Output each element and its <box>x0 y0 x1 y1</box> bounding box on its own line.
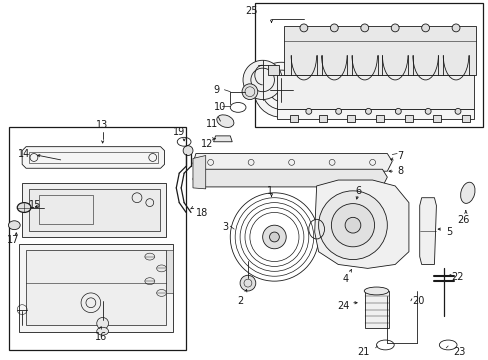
Bar <box>289 115 297 122</box>
Polygon shape <box>19 244 173 332</box>
Circle shape <box>183 146 193 156</box>
Text: 21: 21 <box>357 347 369 357</box>
Circle shape <box>395 108 401 114</box>
Circle shape <box>335 108 341 114</box>
Text: 5: 5 <box>446 227 451 237</box>
Circle shape <box>97 318 108 329</box>
Text: 16: 16 <box>95 332 107 342</box>
Text: 2: 2 <box>237 296 243 306</box>
Ellipse shape <box>156 289 166 296</box>
Polygon shape <box>213 136 232 142</box>
Circle shape <box>243 60 282 100</box>
Polygon shape <box>267 65 279 75</box>
Text: 20: 20 <box>411 296 424 306</box>
Circle shape <box>318 191 386 260</box>
Circle shape <box>253 62 308 117</box>
Polygon shape <box>284 26 475 75</box>
Text: 25: 25 <box>245 6 257 16</box>
Ellipse shape <box>97 327 108 335</box>
Polygon shape <box>277 109 473 119</box>
Polygon shape <box>26 250 166 325</box>
Polygon shape <box>29 189 159 231</box>
Circle shape <box>240 275 255 291</box>
Text: 8: 8 <box>396 166 403 176</box>
Bar <box>9 127 186 350</box>
Circle shape <box>262 225 285 249</box>
Bar <box>432 115 440 122</box>
Circle shape <box>454 108 460 114</box>
Ellipse shape <box>216 115 233 127</box>
Text: 19: 19 <box>173 127 185 137</box>
Text: 9: 9 <box>213 85 219 95</box>
Text: 3: 3 <box>222 222 228 232</box>
Ellipse shape <box>8 221 20 230</box>
Text: 24: 24 <box>337 301 349 311</box>
Text: 11: 11 <box>205 119 218 129</box>
Circle shape <box>330 24 338 32</box>
Circle shape <box>365 108 371 114</box>
Circle shape <box>345 217 360 233</box>
Circle shape <box>425 108 430 114</box>
Bar <box>364 291 388 328</box>
Polygon shape <box>314 180 408 269</box>
Polygon shape <box>419 198 435 265</box>
Text: 13: 13 <box>96 120 108 130</box>
Text: 1: 1 <box>266 186 272 196</box>
Polygon shape <box>22 147 164 168</box>
Ellipse shape <box>144 278 154 285</box>
Ellipse shape <box>17 203 31 212</box>
Bar <box>346 115 355 122</box>
Text: 12: 12 <box>201 139 213 149</box>
Bar <box>254 3 482 127</box>
Bar <box>461 115 469 122</box>
Polygon shape <box>193 169 386 187</box>
Text: 15: 15 <box>29 200 41 210</box>
Circle shape <box>451 24 459 32</box>
Text: 22: 22 <box>450 272 463 282</box>
Polygon shape <box>277 75 473 109</box>
Text: 4: 4 <box>343 274 348 284</box>
Ellipse shape <box>460 182 474 203</box>
Polygon shape <box>193 153 391 171</box>
Polygon shape <box>22 183 166 237</box>
Text: 17: 17 <box>6 235 19 245</box>
Circle shape <box>305 108 311 114</box>
Text: 23: 23 <box>452 347 465 357</box>
Bar <box>318 115 326 122</box>
Text: 7: 7 <box>396 150 403 161</box>
Text: 14: 14 <box>18 149 30 158</box>
Text: 6: 6 <box>354 186 360 196</box>
Circle shape <box>269 232 279 242</box>
Circle shape <box>299 24 307 32</box>
Bar <box>404 115 412 122</box>
Polygon shape <box>193 156 205 189</box>
Circle shape <box>360 24 368 32</box>
Text: 18: 18 <box>196 207 208 217</box>
Ellipse shape <box>144 253 154 260</box>
Text: 10: 10 <box>213 103 225 112</box>
Circle shape <box>331 204 374 247</box>
Circle shape <box>390 24 398 32</box>
Ellipse shape <box>156 265 166 272</box>
Polygon shape <box>166 250 173 293</box>
Bar <box>375 115 383 122</box>
Circle shape <box>421 24 428 32</box>
Ellipse shape <box>364 287 388 295</box>
Circle shape <box>242 84 257 100</box>
Text: 26: 26 <box>457 215 469 225</box>
